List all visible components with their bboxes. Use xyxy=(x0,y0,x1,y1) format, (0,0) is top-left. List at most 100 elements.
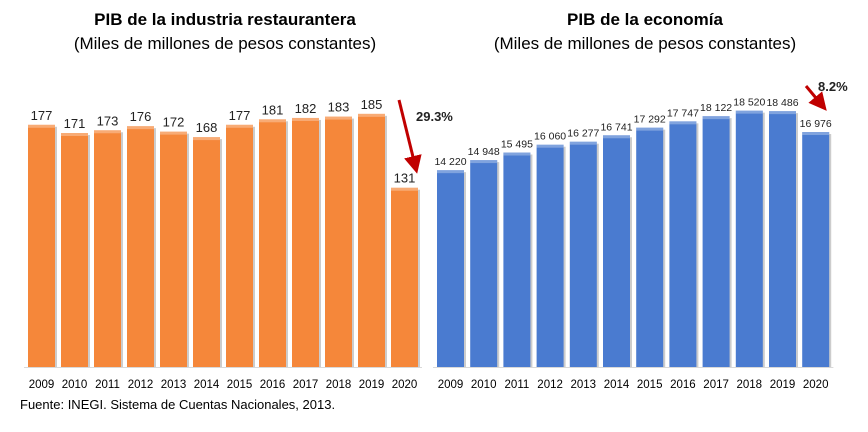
right-x-tick-label: 2017 xyxy=(703,379,729,391)
right-chart-subtitle: (Miles de millones de pesos constantes) xyxy=(493,34,797,53)
left-bar-2011 xyxy=(94,130,121,367)
left-bar-highlight xyxy=(61,133,88,136)
right-x-tick-label: 2011 xyxy=(505,379,530,391)
left-x-tick-label: 2014 xyxy=(194,379,220,391)
right-x-tick-label: 2013 xyxy=(571,379,597,391)
right-data-label: 16 741 xyxy=(600,121,632,133)
left-bar-highlight xyxy=(391,187,418,191)
right-bar-highlight xyxy=(802,132,830,136)
right-data-label: 16 277 xyxy=(567,128,599,140)
left-x-tick-label: 2015 xyxy=(227,379,253,391)
right-x-tick-label: 2009 xyxy=(438,379,464,391)
left-data-label: 177 xyxy=(31,108,53,123)
right-x-tick-label: 2012 xyxy=(537,379,563,391)
right-bar-2010 xyxy=(470,160,498,367)
right-data-label: 18 520 xyxy=(733,97,765,109)
right-bar-2015 xyxy=(636,127,664,367)
left-chart-subtitle: (Miles de millones de pesos constantes) xyxy=(73,34,377,53)
right-x-tick-label: 2016 xyxy=(670,379,696,391)
left-bar-2012 xyxy=(127,126,154,367)
right-bar-highlight xyxy=(536,144,564,148)
right-decline-arrow-icon xyxy=(804,85,827,111)
left-data-label: 181 xyxy=(262,102,284,117)
right-x-tick-label: 2015 xyxy=(637,379,663,391)
left-data-label: 182 xyxy=(295,101,317,116)
left-bar-2010 xyxy=(61,133,88,367)
right-bar-highlight xyxy=(669,121,697,125)
left-data-label: 131 xyxy=(394,171,416,186)
left-bar-2013 xyxy=(160,131,187,367)
left-data-label: 171 xyxy=(64,116,86,131)
right-bar-highlight xyxy=(702,116,730,120)
left-chart-title-block: PIB de la industria restaurantera (Miles… xyxy=(10,10,440,54)
left-decline-arrow-icon xyxy=(397,99,422,174)
left-bar-highlight xyxy=(94,130,121,134)
right-chart-title: PIB de la economía xyxy=(567,10,723,29)
right-bar-highlight xyxy=(603,135,630,139)
left-bar-highlight xyxy=(259,119,286,123)
right-bar-highlight xyxy=(769,111,796,115)
right-bar-2009 xyxy=(437,170,464,367)
right-decline-annotation: 8.2% xyxy=(818,79,848,94)
right-data-label: 18 486 xyxy=(766,97,798,109)
right-bar-2017 xyxy=(702,116,730,367)
left-data-label: 183 xyxy=(328,100,350,115)
left-data-label: 176 xyxy=(130,109,152,124)
right-x-tick-label: 2019 xyxy=(770,379,796,391)
right-bar-2019 xyxy=(769,111,796,368)
left-decline-annotation: 29.3% xyxy=(416,109,453,124)
left-x-tick-label: 2018 xyxy=(326,379,352,391)
left-bar-highlight xyxy=(226,124,253,128)
right-bar-highlight xyxy=(503,152,531,156)
right-data-label: 16 060 xyxy=(534,131,566,143)
left-x-tick-label: 2017 xyxy=(293,379,319,391)
right-data-label: 14 948 xyxy=(468,146,500,158)
left-x-tick-label: 2016 xyxy=(260,379,286,391)
left-bar-highlight xyxy=(193,137,220,141)
right-bar-2013 xyxy=(569,141,597,367)
right-data-label: 18 122 xyxy=(700,102,732,114)
right-x-tick-label: 2010 xyxy=(471,379,497,391)
left-bar-highlight xyxy=(292,117,319,121)
right-data-label: 16 976 xyxy=(800,118,832,130)
right-chart-title-block: PIB de la economía (Miles de millones de… xyxy=(430,10,860,54)
left-bar-2018 xyxy=(325,116,352,367)
right-bar-highlight xyxy=(470,160,498,164)
right-bar-2014 xyxy=(603,135,630,367)
left-bar-2016 xyxy=(259,119,286,367)
right-data-label: 15 495 xyxy=(501,139,533,151)
right-bar-highlight xyxy=(636,127,664,131)
left-bar-highlight xyxy=(28,124,55,128)
left-bar-highlight xyxy=(358,113,385,117)
right-bar-highlight xyxy=(569,141,597,145)
left-bar-2017 xyxy=(292,117,319,368)
left-x-tick-label: 2011 xyxy=(95,379,120,391)
right-bar-2016 xyxy=(669,121,697,368)
left-data-label: 177 xyxy=(229,108,251,123)
left-x-tick-label: 2019 xyxy=(359,379,385,391)
left-bar-highlight xyxy=(325,116,352,120)
left-data-label: 168 xyxy=(196,120,218,135)
right-x-tick-label: 2014 xyxy=(604,379,630,391)
left-x-tick-label: 2009 xyxy=(29,379,55,391)
left-data-label: 173 xyxy=(97,113,119,128)
left-x-tick-label: 2010 xyxy=(62,379,88,391)
right-bar-2018 xyxy=(735,110,763,367)
left-bar-2014 xyxy=(193,137,220,367)
right-x-tick-label: 2018 xyxy=(737,379,763,391)
left-data-label: 172 xyxy=(163,115,185,130)
right-bar-2012 xyxy=(536,144,564,367)
left-chart-title: PIB de la industria restaurantera xyxy=(94,10,356,29)
left-bar-2020 xyxy=(391,187,418,367)
right-bar-2020 xyxy=(802,132,830,367)
left-bar-2015 xyxy=(226,124,253,367)
right-data-label: 17 747 xyxy=(667,107,699,119)
right-bar-highlight xyxy=(735,110,763,114)
left-x-tick-label: 2013 xyxy=(161,379,187,391)
left-bar-highlight xyxy=(160,131,187,135)
left-x-tick-label: 2020 xyxy=(392,379,418,391)
right-data-label: 14 220 xyxy=(434,156,466,168)
left-x-tick-label: 2012 xyxy=(128,379,154,391)
